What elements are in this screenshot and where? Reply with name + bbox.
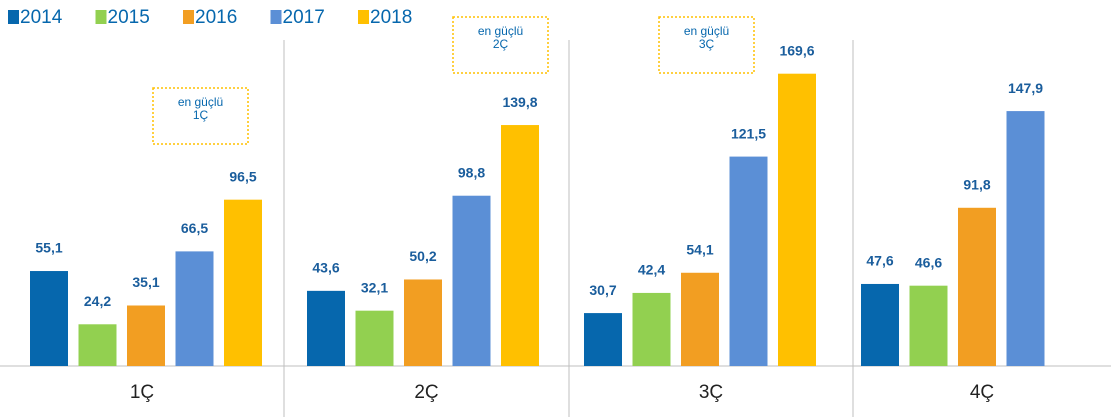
legend-label: 2018 (370, 7, 412, 28)
annotation-text: 1Ç (193, 108, 209, 122)
value-label: 66,5 (181, 220, 208, 236)
value-label: 96,5 (229, 168, 256, 184)
annotation-box (152, 87, 249, 145)
value-label: 32,1 (361, 279, 388, 295)
value-label: 35,1 (132, 274, 159, 290)
value-label: 147,9 (1008, 80, 1043, 96)
legend-label: 2014 (20, 7, 63, 28)
legend-swatch (8, 10, 19, 24)
legend-label: 2016 (195, 7, 237, 28)
bar (729, 156, 768, 366)
annotation-text: 3Ç (699, 37, 715, 51)
bar (1006, 111, 1045, 366)
bar (778, 73, 816, 366)
legend-label: 2015 (108, 7, 150, 28)
value-label: 91,8 (963, 176, 990, 192)
annotation-text: en güçlü (178, 95, 223, 109)
value-label: 98,8 (458, 164, 485, 180)
annotation-box (658, 16, 755, 74)
bar (30, 271, 68, 366)
annotation-text: 2Ç (493, 37, 509, 51)
x-tick-label: 1Ç (130, 382, 154, 403)
bar (681, 272, 719, 366)
bar (909, 285, 948, 366)
annotation-box (452, 16, 549, 74)
bar (175, 251, 214, 366)
legend-swatch (358, 10, 369, 24)
bar (584, 313, 622, 366)
bar (501, 125, 539, 366)
value-label: 169,6 (779, 42, 814, 58)
x-tick-label: 4Ç (970, 382, 994, 403)
x-tick-label: 2Ç (414, 382, 438, 403)
bar (127, 305, 165, 366)
legend-label: 2017 (283, 7, 325, 28)
value-label: 42,4 (638, 262, 665, 278)
value-label: 43,6 (312, 260, 339, 276)
value-label: 46,6 (915, 254, 942, 270)
value-label: 54,1 (686, 241, 713, 257)
bar (452, 195, 491, 366)
x-tick-label: 3Ç (699, 382, 723, 403)
legend-swatch (95, 10, 107, 24)
bar (861, 283, 899, 366)
value-label: 55,1 (35, 240, 62, 256)
value-label: 50,2 (409, 248, 436, 264)
bar (404, 279, 442, 366)
bar (355, 310, 394, 366)
value-label: 30,7 (589, 282, 616, 298)
bar (224, 199, 262, 366)
legend-swatch (270, 10, 282, 24)
bar (307, 290, 345, 366)
bar (958, 207, 996, 366)
value-label: 139,8 (502, 94, 537, 110)
bar (78, 324, 117, 366)
legend-swatch (183, 10, 194, 24)
value-label: 121,5 (731, 125, 766, 141)
bar (632, 292, 671, 366)
value-label: 47,6 (866, 253, 893, 269)
annotation-text: en güçlü (684, 24, 729, 38)
annotation-text: en güçlü (478, 24, 523, 38)
value-label: 24,2 (84, 293, 111, 309)
